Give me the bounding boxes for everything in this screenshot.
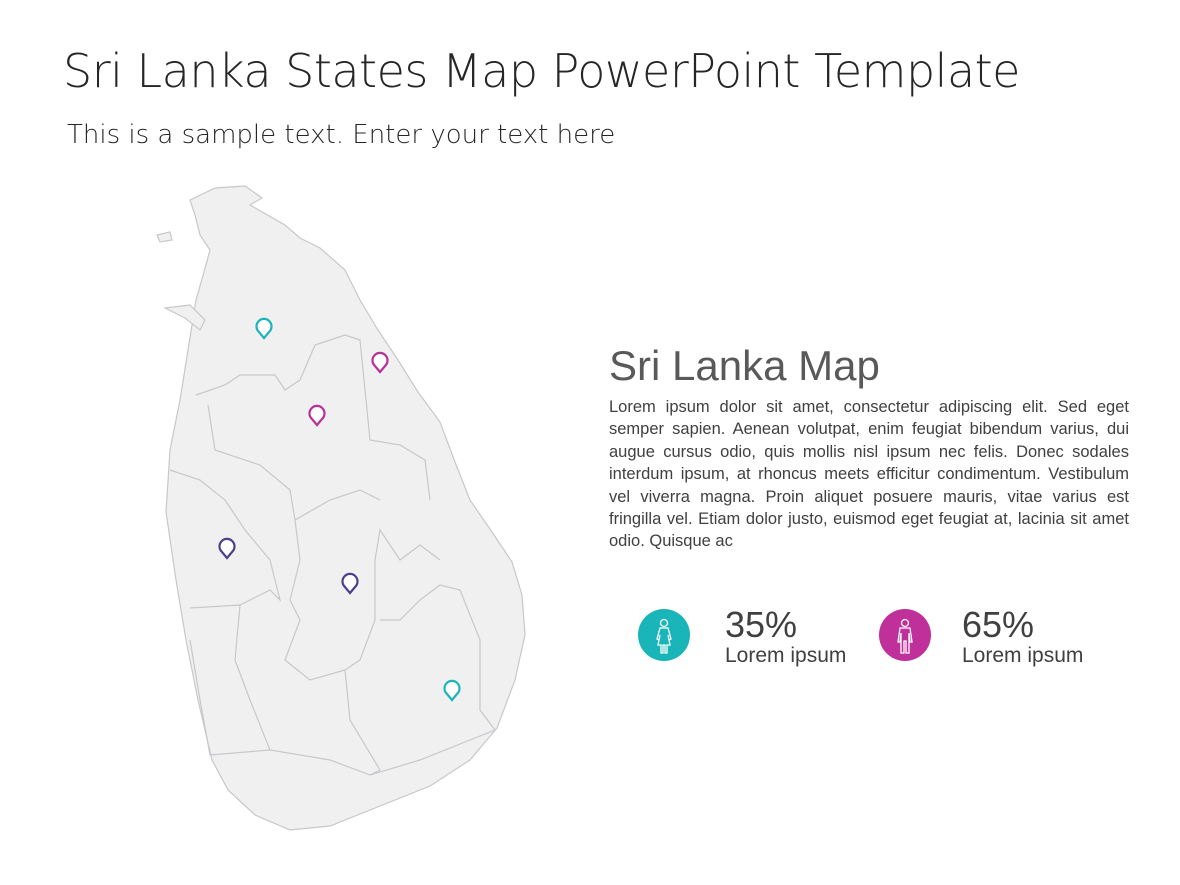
- jaffna-island: [156, 231, 173, 243]
- slide-subtitle: This is a sample text. Enter your text h…: [67, 120, 616, 150]
- map-pin-icon[interactable]: [308, 404, 326, 427]
- stat-label: Lorem ipsum: [725, 644, 847, 667]
- female-icon: [638, 609, 690, 661]
- slide-title: Sri Lanka States Map PowerPoint Template: [63, 44, 1020, 98]
- male-icon: [879, 609, 931, 661]
- info-body: Lorem ipsum dolor sit amet, consectetur …: [609, 398, 1129, 551]
- mannar-peninsula: [162, 304, 206, 331]
- stat-label: Lorem ipsum: [962, 644, 1084, 667]
- stat-value: 65%: [962, 604, 1035, 645]
- info-heading: Sri Lanka Map: [609, 342, 880, 389]
- stat-value: 35%: [725, 604, 798, 645]
- island-outline: [165, 185, 526, 831]
- sri-lanka-map: [156, 185, 526, 831]
- province-borders: [169, 334, 496, 776]
- map-pin-icon[interactable]: [341, 572, 359, 595]
- map-pin-icon[interactable]: [218, 537, 236, 560]
- map-pin-icon[interactable]: [443, 679, 461, 702]
- map-pin-icon[interactable]: [371, 351, 389, 374]
- map-pin-icon[interactable]: [255, 317, 273, 340]
